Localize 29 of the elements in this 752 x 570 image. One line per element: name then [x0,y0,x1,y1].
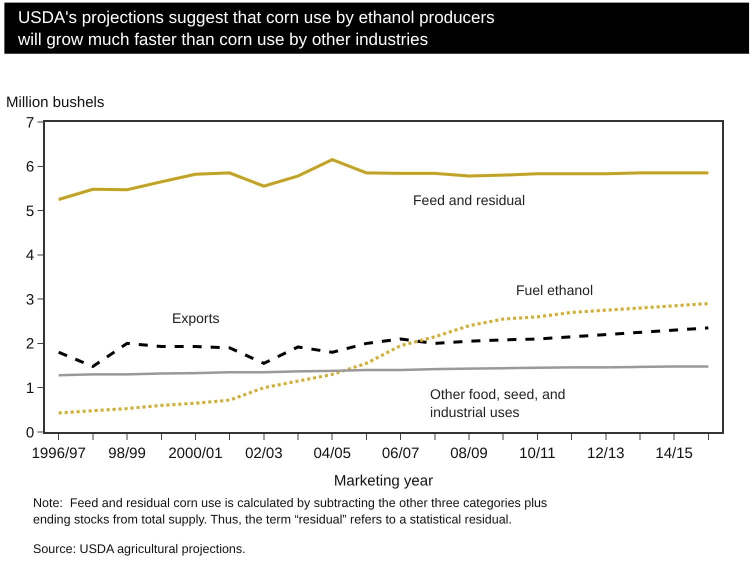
line-series [57,326,710,368]
line-series [57,365,710,377]
series-label: Feed and residual [413,192,526,208]
x-tick-label: 12/13 [586,444,625,462]
y-tick-label: 0 [26,424,34,442]
x-tick-label: 98/99 [108,444,146,462]
x-tick-label: 08/09 [450,444,488,462]
x-tick-label: 04/05 [313,444,351,462]
y-tick-label: 2 [26,336,34,353]
series-label: Other food, seed, and industrial uses [430,386,566,420]
chart-title: USDA's projections suggest that corn use by ethanol producers will grow much faster than corn use by other industries [17,8,495,50]
y-tick-label: 5 [26,202,34,220]
x-tick-label: 2000/01 [168,444,223,462]
y-axis-title: Million bushels [6,94,104,111]
y-tick-label: 4 [26,247,34,264]
source-note: Source: USDA agricultural projections. [33,542,246,556]
series-label: Exports [172,310,220,326]
y-tick-label: 6 [26,158,34,176]
y-tick-label: 7 [26,114,34,132]
x-tick-label: 06/07 [382,444,420,462]
series-label: Fuel ethanol [516,282,594,298]
y-tick-label: 1 [26,380,34,397]
text: Note: Feed and residual corn use is calculated by subtracting the other three categories plus ending stocks from total supply. Thus, the term “residual” refers to a statistical residual. [33,496,548,526]
x-tick-label: 10/11 [519,444,556,462]
x-tick-label: 14/15 [655,444,693,462]
x-tick-label: 02/03 [245,444,283,462]
y-tick-label: 3 [26,291,34,308]
x-axis-title: Marketing year [334,472,434,490]
x-tick-label: 1996/97 [32,444,86,462]
